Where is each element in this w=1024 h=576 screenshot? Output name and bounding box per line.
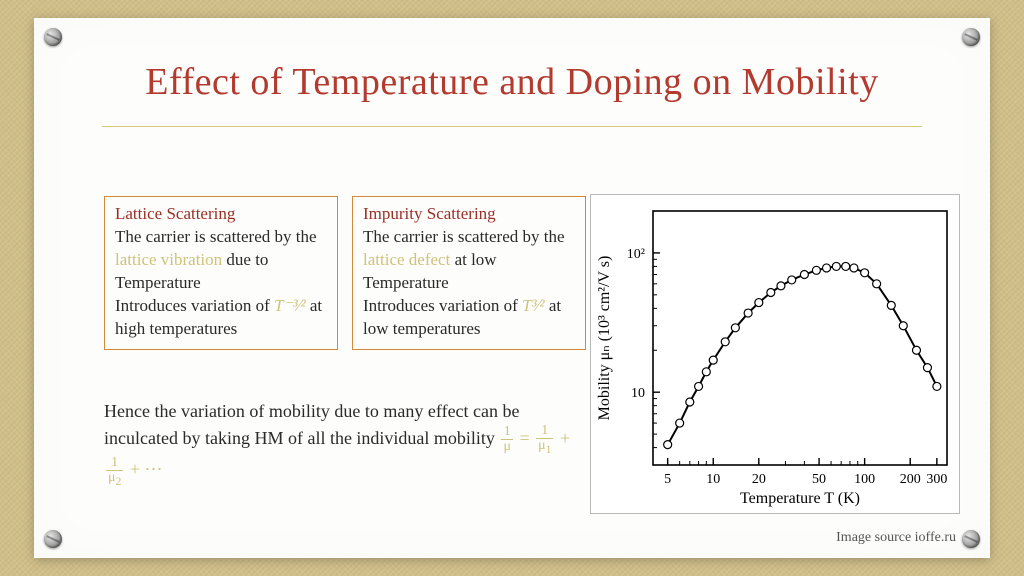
- impurity-scattering-box: Impurity Scattering The carrier is scatt…: [352, 196, 586, 350]
- highlight-term: lattice vibration: [115, 250, 222, 269]
- svg-text:Temperature T (K): Temperature T (K): [740, 490, 860, 507]
- box-text: The carrier is scattered by the: [115, 227, 317, 246]
- summary-text: Hence the variation of mobility due to m…: [104, 398, 574, 487]
- svg-text:100: 100: [854, 472, 875, 487]
- screw-icon: [962, 530, 980, 548]
- box-text-row: Introduces variation of T³⁄² at low temp…: [363, 295, 575, 341]
- screw-icon: [962, 28, 980, 46]
- box-title: Impurity Scattering: [363, 203, 575, 226]
- box-text: The carrier is scattered by the: [363, 227, 565, 246]
- summary-body: Hence the variation of mobility due to m…: [104, 401, 520, 448]
- svg-text:5: 5: [664, 472, 671, 487]
- exponent-term: T⁻³⁄²: [274, 296, 305, 315]
- box-text: Introduces variation of: [115, 296, 274, 315]
- lattice-scattering-box: Lattice Scattering The carrier is scatte…: [104, 196, 338, 350]
- svg-text:10: 10: [631, 386, 645, 401]
- svg-text:Mobility μₙ (10³ cm²/V s): Mobility μₙ (10³ cm²/V s): [596, 256, 613, 421]
- info-boxes: Lattice Scattering The carrier is scatte…: [104, 196, 586, 350]
- box-text-row: Introduces variation of T⁻³⁄² at high te…: [115, 295, 327, 341]
- box-text: Introduces variation of: [363, 296, 522, 315]
- title-divider: [102, 126, 922, 127]
- svg-text:20: 20: [752, 472, 766, 487]
- screw-icon: [44, 530, 62, 548]
- slide-title: Effect of Temperature and Doping on Mobi…: [34, 18, 990, 104]
- screw-icon: [44, 28, 62, 46]
- svg-text:10²: 10²: [627, 247, 645, 262]
- exponent-term: T³⁄²: [522, 296, 545, 315]
- svg-text:200: 200: [900, 472, 921, 487]
- slide-paper: Effect of Temperature and Doping on Mobi…: [34, 18, 990, 558]
- image-credit: Image source ioffe.ru: [836, 530, 956, 546]
- svg-text:50: 50: [812, 472, 826, 487]
- mobility-vs-temperature-chart: 5 10 20 50 100 200 300 10 10² Temperature T (K) Mo…: [590, 194, 960, 514]
- box-title: Lattice Scattering: [115, 203, 327, 226]
- chart-svg: 5 10 20 50 100 200 300 10 10² Temperature T (K) Mo…: [591, 195, 961, 515]
- svg-text:10: 10: [706, 472, 720, 487]
- highlight-term: lattice defect: [363, 250, 450, 269]
- svg-text:300: 300: [926, 472, 947, 487]
